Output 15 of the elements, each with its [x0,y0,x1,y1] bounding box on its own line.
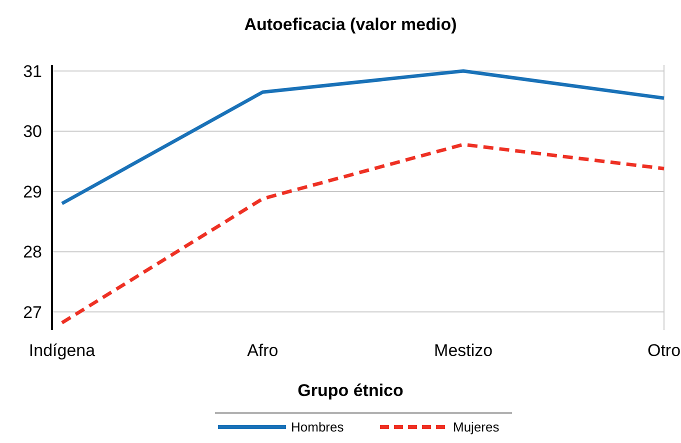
x-tick-label: Afro [247,341,278,360]
y-tick-label: 30 [23,122,42,142]
line-series [60,69,666,206]
chart-title: Autoeficacia (valor medio) [244,15,457,34]
x-tick-label: Mestizo [434,341,493,360]
y-tick-label: 29 [23,182,42,202]
x-axis-title: Grupo étnico [298,381,404,400]
legend-label: Hombres [291,420,344,435]
y-tick-label: 31 [23,62,42,81]
line-series [60,142,666,325]
y-tick-label: 27 [23,302,42,322]
x-tick-label: Otro [647,341,681,360]
x-tick-label: Indígena [28,341,96,360]
y-tick-label: 28 [23,242,42,262]
legend-label: Mujeres [453,420,500,435]
